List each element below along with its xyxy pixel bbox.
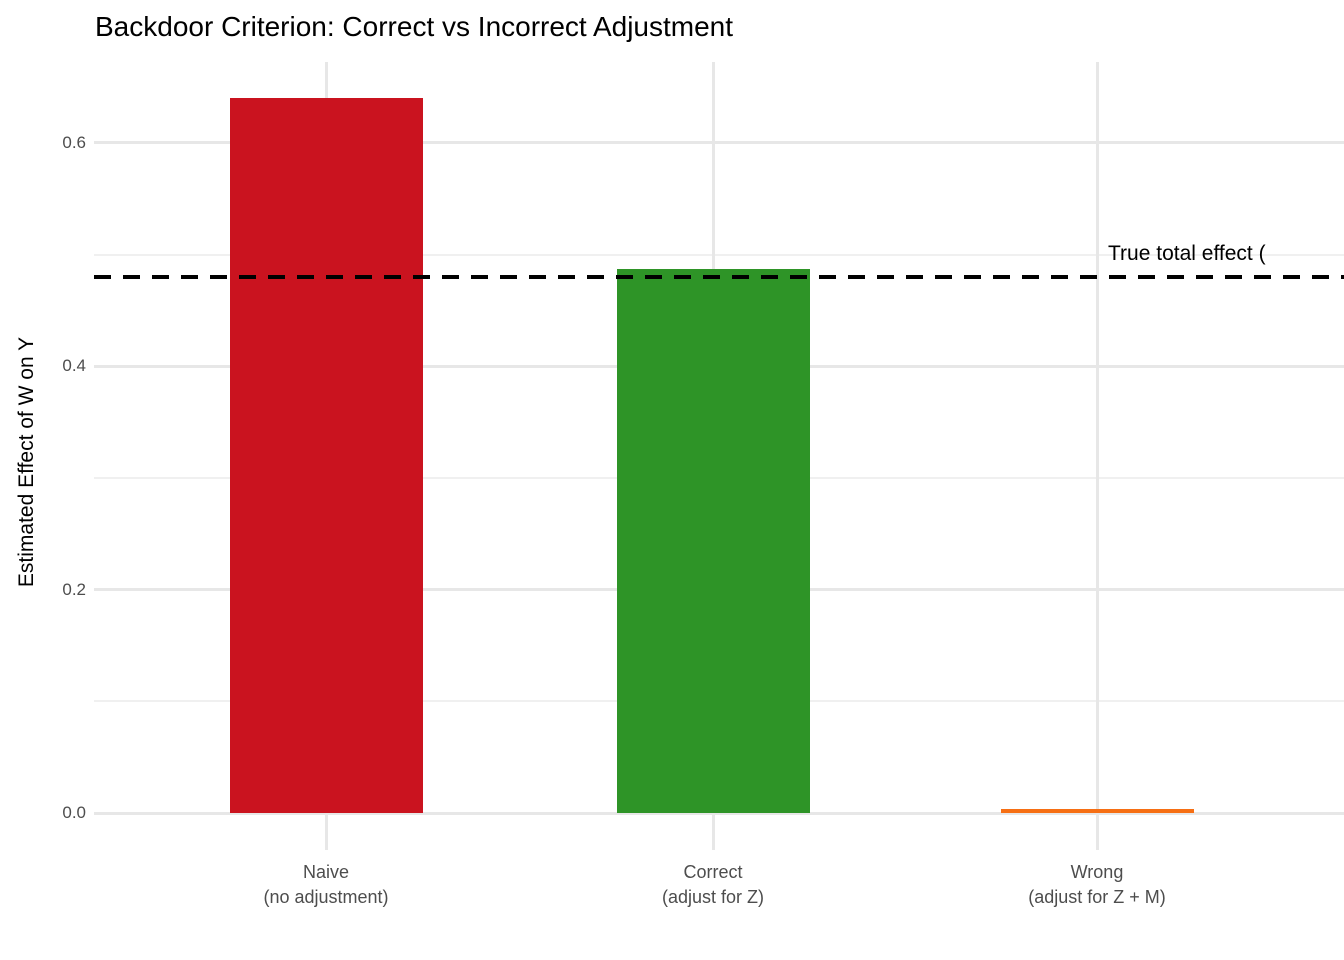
gridline-major-h (94, 811, 1344, 815)
y-tick-label: 0.0 (62, 803, 86, 822)
gridline-minor-h (94, 253, 1344, 256)
x-category-label-line2: (adjust for Z) (661, 887, 765, 907)
y-tick-label: 0.2 (62, 579, 86, 599)
gridline-major-h (94, 141, 1344, 145)
x-category-label-line1: Wrong (1070, 862, 1124, 882)
x-category-label-line1: Naive (302, 862, 350, 882)
annotation-true-effect: True total effect ( (1108, 242, 1266, 265)
bar-wrong (1000, 808, 1194, 813)
x-category-label: Naive (no adjustment) (263, 860, 388, 910)
x-category-label: Correct (adjust for Z) (662, 860, 764, 910)
y-tick-label: 0.6 (62, 132, 86, 152)
x-category-label-line1: Correct (683, 862, 743, 882)
gridline-v (1095, 62, 1099, 850)
bar-naive (229, 98, 423, 813)
plot-panel (94, 62, 1344, 850)
x-category-label-line2: (no adjustment) (263, 887, 389, 907)
x-category-label: Wrong (adjust for Z + M) (1028, 860, 1166, 910)
chart-title: Backdoor Criterion: Correct vs Incorrect… (95, 11, 734, 42)
y-tick-label: 0.4 (62, 356, 86, 376)
x-category-label-line2: (adjust for Z + M) (1028, 887, 1166, 907)
bar-correct (616, 269, 810, 813)
